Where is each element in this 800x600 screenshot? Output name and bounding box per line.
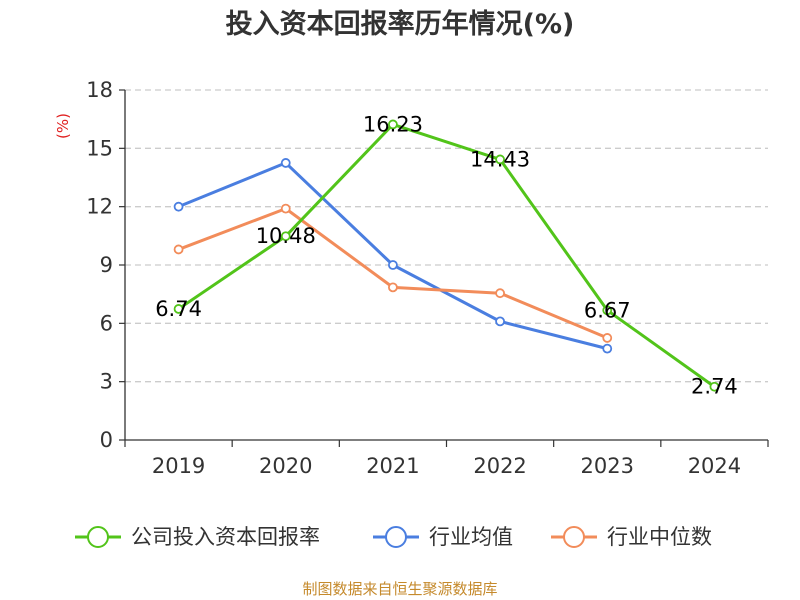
y-tick-label: 15 xyxy=(86,136,113,160)
x-tick-label: 2024 xyxy=(688,454,741,478)
data-label: 16.23 xyxy=(363,112,423,136)
data-labels: 6.74 10.48 16.23 14.43 6.67 2.74 xyxy=(155,112,738,398)
data-point xyxy=(495,316,505,327)
series-line xyxy=(177,122,716,388)
chart-title: 投入资本回报率历年情况(%) xyxy=(226,8,575,40)
x-tick-label: 2022 xyxy=(473,454,526,478)
data-label: 10.48 xyxy=(256,224,316,248)
data-point xyxy=(495,154,505,165)
y-tick-label: 18 xyxy=(86,78,113,102)
axes: 0 3 6 9 12 15 18 2019 2020 2021 2022 2023 2024 xyxy=(86,78,769,478)
series-line xyxy=(178,207,608,340)
data-point xyxy=(280,203,291,214)
series-line xyxy=(178,161,608,351)
data-label: 14.43 xyxy=(470,147,530,171)
y-tick-label: 3 xyxy=(100,370,113,394)
data-label: 2.74 xyxy=(691,375,738,399)
legend-swatch-marker xyxy=(385,526,407,548)
legend-swatch-marker xyxy=(563,526,585,548)
x-tick-label: 2021 xyxy=(366,454,419,478)
grid-lines xyxy=(125,89,768,383)
x-tick-label: 2020 xyxy=(259,454,312,478)
data-point xyxy=(280,158,291,168)
legend-label: 行业均值 xyxy=(429,525,513,549)
legend-swatch-marker xyxy=(87,526,109,548)
data-point xyxy=(173,201,184,212)
data-point xyxy=(173,304,184,314)
legend-label: 行业中位数 xyxy=(607,525,712,549)
data-point xyxy=(388,282,398,293)
y-tick-label: 9 xyxy=(100,253,113,277)
data-point xyxy=(388,260,398,270)
legend: 公司投入资本回报率 行业均值 行业中位数 xyxy=(75,525,712,549)
data-point xyxy=(709,381,720,392)
legend-label: 公司投入资本回报率 xyxy=(131,525,320,549)
data-point xyxy=(388,119,398,130)
x-tick-label: 2023 xyxy=(581,454,634,478)
y-tick-label: 6 xyxy=(100,311,113,335)
data-point xyxy=(280,231,291,242)
series-lines xyxy=(173,119,720,392)
data-point xyxy=(602,343,613,354)
y-tick-label: 12 xyxy=(86,195,113,219)
source-note: 制图数据来自恒生聚源数据库 xyxy=(302,580,497,598)
y-tick-label: 0 xyxy=(100,428,113,452)
data-point xyxy=(602,333,613,343)
data-point xyxy=(495,288,505,299)
data-label: 6.67 xyxy=(584,298,631,322)
x-tick-label: 2019 xyxy=(152,454,205,478)
data-label: 6.74 xyxy=(155,297,202,321)
y-axis-label: (%) xyxy=(54,113,72,139)
data-point xyxy=(602,305,613,316)
data-point xyxy=(173,244,184,255)
